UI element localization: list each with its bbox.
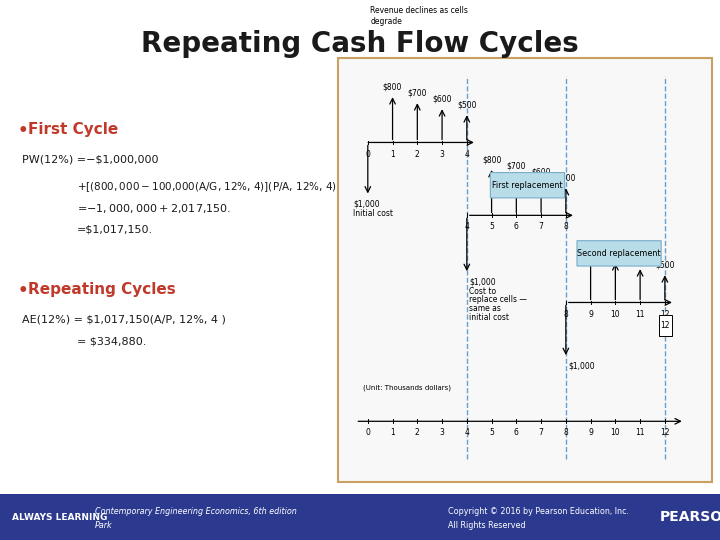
Text: $1,000: $1,000 (568, 361, 595, 370)
Bar (659, 315, 672, 336)
Text: $800: $800 (482, 156, 501, 164)
Bar (338, 58, 712, 482)
Text: 12: 12 (661, 321, 670, 330)
Text: All Rights Reserved: All Rights Reserved (448, 521, 526, 530)
Text: (Unit: Thousands dollars): (Unit: Thousands dollars) (363, 385, 451, 392)
Text: initial cost: initial cost (469, 313, 509, 322)
Text: ALWAYS LEARNING: ALWAYS LEARNING (12, 512, 107, 522)
Text: 9: 9 (588, 428, 593, 437)
Text: 7: 7 (539, 222, 544, 232)
FancyBboxPatch shape (577, 241, 661, 266)
Text: 3: 3 (440, 150, 444, 159)
Text: $600: $600 (531, 167, 551, 177)
Text: $800: $800 (581, 242, 600, 252)
Text: $700: $700 (408, 89, 427, 97)
Text: 0: 0 (365, 428, 370, 437)
Text: $800: $800 (383, 83, 402, 91)
Text: same as: same as (469, 304, 501, 313)
Text: AE(12%) = $1,017,150(A/P, 12%, 4 ): AE(12%) = $1,017,150(A/P, 12%, 4 ) (22, 315, 226, 325)
Text: 4: 4 (464, 150, 469, 159)
Text: Park: Park (95, 521, 112, 530)
Text: Second replacement: Second replacement (577, 249, 661, 258)
Text: First Cycle: First Cycle (28, 122, 118, 137)
Text: 2: 2 (415, 150, 420, 159)
Text: 12: 12 (660, 428, 670, 437)
Text: $1,000: $1,000 (469, 277, 496, 286)
Text: Repeating Cycles: Repeating Cycles (28, 282, 176, 297)
Text: $500: $500 (655, 260, 675, 269)
Text: 8: 8 (564, 222, 568, 232)
Text: $700: $700 (507, 161, 526, 170)
Text: Cost to: Cost to (469, 287, 496, 295)
Text: = $334,880.: = $334,880. (77, 337, 146, 347)
Text: First replacement: First replacement (492, 181, 563, 190)
Text: •: • (18, 282, 29, 300)
Text: 4: 4 (464, 222, 469, 232)
Text: Copyright © 2016 by Pearson Education, Inc.: Copyright © 2016 by Pearson Education, I… (448, 507, 629, 516)
Text: Contemporary Engineering Economics, 6th edition: Contemporary Engineering Economics, 6th … (95, 507, 297, 516)
Text: 4: 4 (464, 428, 469, 437)
Text: $600: $600 (631, 254, 650, 264)
Text: 5: 5 (489, 222, 494, 232)
Text: 11: 11 (635, 428, 645, 437)
Text: 11: 11 (635, 309, 645, 319)
Text: 6: 6 (514, 428, 519, 437)
Text: 10: 10 (611, 309, 620, 319)
Text: 12: 12 (660, 309, 670, 319)
Text: 0: 0 (365, 150, 370, 159)
Text: 8: 8 (564, 309, 568, 319)
Text: +[($800,000 − $100,000(A/G, 12%, 4)](P/A, 12%, 4): +[($800,000 − $100,000(A/G, 12%, 4)](P/A… (77, 180, 337, 194)
Text: 5: 5 (489, 428, 494, 437)
Text: 2: 2 (415, 428, 420, 437)
Text: =−$1,000,000 + $2,017,150.: =−$1,000,000 + $2,017,150. (77, 202, 231, 215)
Text: 1: 1 (390, 428, 395, 437)
Text: $1,000: $1,000 (353, 199, 379, 208)
FancyBboxPatch shape (490, 173, 564, 198)
Text: $600: $600 (432, 94, 452, 104)
Text: Revenue declines as cells: Revenue declines as cells (370, 6, 468, 15)
Text: 6: 6 (514, 222, 519, 232)
Text: 7: 7 (539, 428, 544, 437)
Text: 3: 3 (440, 428, 444, 437)
Text: degrade: degrade (370, 17, 402, 26)
Text: 8: 8 (564, 428, 568, 437)
Text: replace cells —: replace cells — (469, 295, 527, 305)
Text: PEARSON: PEARSON (660, 510, 720, 524)
Text: $500: $500 (457, 100, 477, 110)
Bar (0, 494, 720, 540)
Text: $500: $500 (556, 173, 575, 183)
Text: 9: 9 (588, 309, 593, 319)
Text: •: • (18, 122, 29, 140)
Text: $700: $700 (606, 248, 625, 258)
Text: Repeating Cash Flow Cycles: Repeating Cash Flow Cycles (141, 30, 579, 58)
Text: Initial cost: Initial cost (353, 209, 393, 218)
Text: PW(12%) =−$1,000,000: PW(12%) =−$1,000,000 (22, 155, 158, 165)
Text: 1: 1 (390, 150, 395, 159)
Text: 10: 10 (611, 428, 620, 437)
Text: =$1,017,150.: =$1,017,150. (77, 224, 153, 234)
